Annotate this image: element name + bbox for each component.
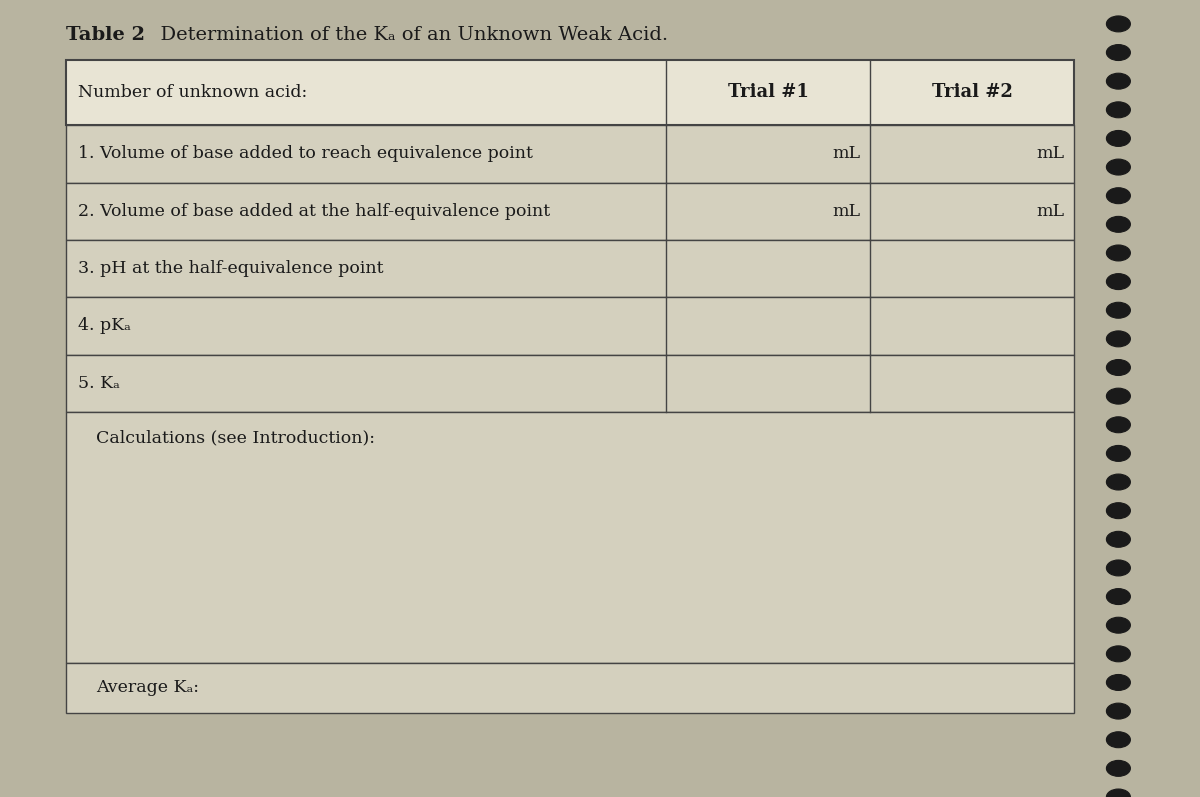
Circle shape [1106, 16, 1130, 32]
Circle shape [1106, 560, 1130, 576]
Circle shape [1106, 188, 1130, 204]
Bar [66, 297, 1074, 355]
Bar [66, 183, 1074, 240]
Circle shape [1106, 216, 1130, 232]
Text: Trial #1: Trial #1 [727, 84, 809, 101]
Circle shape [1106, 474, 1130, 490]
Text: 1. Volume of base added to reach equivalence point: 1. Volume of base added to reach equival… [78, 145, 533, 163]
Circle shape [1106, 102, 1130, 118]
Circle shape [1106, 73, 1130, 89]
Circle shape [1106, 674, 1130, 690]
Text: Average Kₐ:: Average Kₐ: [96, 679, 199, 697]
Text: 2. Volume of base added at the half-equivalence point: 2. Volume of base added at the half-equi… [78, 202, 550, 220]
Text: Trial #2: Trial #2 [931, 84, 1013, 101]
Circle shape [1106, 532, 1130, 548]
Text: Table 2: Table 2 [66, 26, 145, 44]
Circle shape [1106, 789, 1130, 797]
Bar [66, 240, 1074, 297]
Text: Determination of the Kₐ of an Unknown Weak Acid.: Determination of the Kₐ of an Unknown We… [148, 26, 667, 44]
Circle shape [1106, 245, 1130, 261]
Circle shape [1106, 302, 1130, 318]
Circle shape [1106, 617, 1130, 633]
Circle shape [1106, 359, 1130, 375]
Circle shape [1106, 417, 1130, 433]
Bar [66, 412, 1074, 663]
Text: 4. pKₐ: 4. pKₐ [78, 317, 131, 335]
Circle shape [1106, 703, 1130, 719]
Circle shape [1106, 503, 1130, 519]
Bar [66, 663, 1074, 713]
Circle shape [1106, 131, 1130, 147]
Circle shape [1106, 760, 1130, 776]
Text: mL: mL [833, 145, 860, 163]
Circle shape [1106, 331, 1130, 347]
Circle shape [1106, 732, 1130, 748]
Bar [66, 125, 1074, 183]
Text: 3. pH at the half-equivalence point: 3. pH at the half-equivalence point [78, 260, 384, 277]
Circle shape [1106, 45, 1130, 61]
Circle shape [1106, 589, 1130, 605]
Text: mL: mL [1037, 145, 1064, 163]
Circle shape [1106, 446, 1130, 461]
Text: Number of unknown acid:: Number of unknown acid: [78, 84, 307, 101]
Bar [66, 60, 1074, 125]
Text: mL: mL [1037, 202, 1064, 220]
Circle shape [1106, 273, 1130, 289]
Text: Calculations (see Introduction):: Calculations (see Introduction): [96, 430, 374, 446]
Circle shape [1106, 646, 1130, 662]
Text: 5. Kₐ: 5. Kₐ [78, 375, 120, 392]
Circle shape [1106, 388, 1130, 404]
Bar [66, 355, 1074, 412]
Text: mL: mL [833, 202, 860, 220]
Circle shape [1106, 159, 1130, 175]
